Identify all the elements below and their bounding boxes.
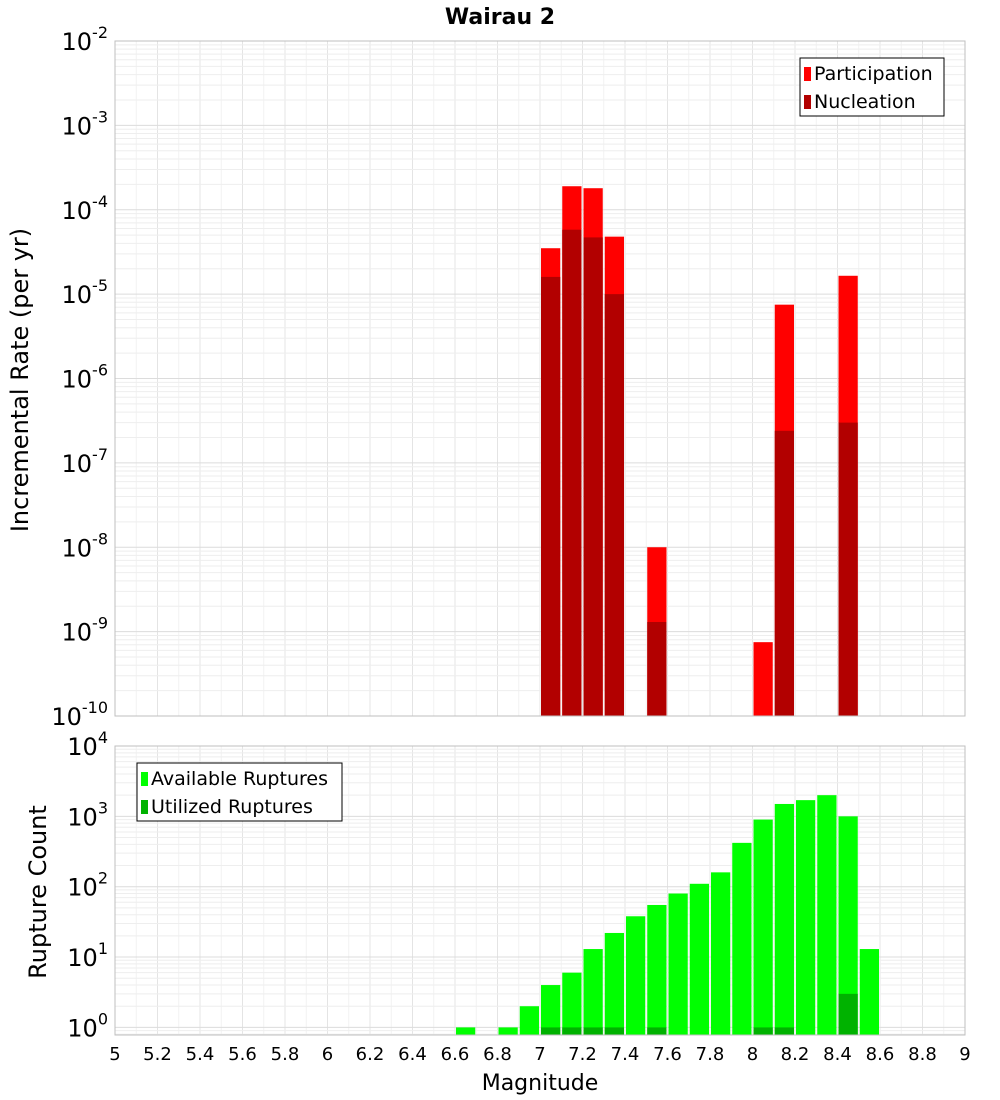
y-tick-label: 10-5 <box>62 276 109 309</box>
legend-swatch <box>804 95 811 109</box>
bar-available-ruptures <box>753 819 773 1035</box>
bar-available-ruptures <box>583 949 603 1035</box>
bar-available-ruptures <box>519 1006 539 1035</box>
legend-1: Available Ruptures Utilized Ruptures <box>136 762 343 822</box>
bar-nucleation <box>604 294 624 716</box>
bar-available-ruptures <box>711 872 731 1035</box>
y-tick-label: 101 <box>67 939 108 972</box>
bar-available-ruptures <box>541 985 561 1035</box>
bar-available-ruptures <box>647 904 667 1035</box>
bar-available-ruptures <box>498 1027 518 1035</box>
y-tick-label: 104 <box>67 728 108 761</box>
x-tick-label: 7.6 <box>653 1044 682 1065</box>
x-tick-label: 5 <box>109 1044 120 1065</box>
legend-label: Available Ruptures <box>151 768 328 790</box>
chart-title: Wairau 2 <box>445 5 555 30</box>
y-tick-label: 10-7 <box>62 445 109 478</box>
y-tick-label: 10-3 <box>62 107 109 140</box>
x-tick-label: 6.2 <box>356 1044 385 1065</box>
x-tick-label: 8 <box>747 1044 758 1065</box>
x-tick-label: 8.6 <box>866 1044 895 1065</box>
x-tick-label: 8.8 <box>908 1044 937 1065</box>
x-tick-label: 6.6 <box>441 1044 470 1065</box>
y-tick-label: 10-4 <box>62 192 109 225</box>
bar-utilized-ruptures <box>562 1027 582 1035</box>
y-tick-label: 103 <box>67 798 108 831</box>
bar-nucleation <box>541 276 561 716</box>
y-tick-label: 102 <box>67 869 108 902</box>
bar-available-ruptures <box>604 932 624 1035</box>
bar-available-ruptures <box>689 883 709 1035</box>
bar-available-ruptures <box>796 800 816 1035</box>
bar-utilized-ruptures <box>838 993 858 1035</box>
bar-available-ruptures <box>774 803 794 1035</box>
legend-box <box>136 762 343 822</box>
y-tick-label: 10-6 <box>62 361 109 394</box>
bar-available-ruptures <box>626 916 646 1035</box>
bar-available-ruptures <box>838 816 858 1035</box>
x-tick-label: 7 <box>534 1044 545 1065</box>
bar-utilized-ruptures <box>774 1027 794 1035</box>
bar-participation <box>753 642 773 716</box>
x-tick-label: 6.8 <box>483 1044 512 1065</box>
x-tick-label: 5.8 <box>271 1044 300 1065</box>
legend-label: Utilized Ruptures <box>151 796 313 818</box>
x-tick-label: 5.6 <box>228 1044 257 1065</box>
x-tick-label: 6.4 <box>398 1044 427 1065</box>
y-tick-label: 10-2 <box>62 23 109 56</box>
bar-utilized-ruptures <box>753 1027 773 1035</box>
legend-0: Participation Nucleation <box>799 57 945 117</box>
x-tick-label: 9 <box>959 1044 970 1065</box>
plot-frame-1 <box>114 745 966 1036</box>
legend-box <box>799 57 945 117</box>
x-tick-label: 8.4 <box>823 1044 852 1065</box>
bar-utilized-ruptures <box>583 1027 603 1035</box>
x-tick-label: 7.8 <box>696 1044 725 1065</box>
legend-swatch <box>141 772 148 786</box>
bar-utilized-ruptures <box>647 1027 667 1035</box>
bar-available-ruptures <box>817 795 837 1035</box>
y-tick-label: 100 <box>67 1009 108 1042</box>
x-axis-label: Magnitude <box>482 1071 599 1096</box>
top-y-axis-label: Incremental Rate (per yr) <box>6 228 34 532</box>
plot-frame-0 <box>114 40 966 717</box>
bar-available-ruptures <box>732 842 752 1035</box>
bar-available-ruptures <box>668 893 688 1035</box>
bar-nucleation <box>838 422 858 716</box>
bar-available-ruptures <box>456 1027 476 1035</box>
bar-nucleation <box>647 622 667 716</box>
bar-available-ruptures <box>859 949 879 1035</box>
legend-swatch <box>141 800 148 814</box>
y-tick-label: 10-9 <box>62 614 109 647</box>
x-tick-label: 5.2 <box>143 1044 172 1065</box>
bar-nucleation <box>774 430 794 716</box>
x-tick-label: 6 <box>322 1044 333 1065</box>
bar-nucleation <box>562 229 582 717</box>
legend-label: Participation <box>814 63 933 85</box>
bar-utilized-ruptures <box>541 1027 561 1035</box>
bar-nucleation <box>583 237 603 716</box>
x-tick-label: 7.4 <box>611 1044 640 1065</box>
y-tick-label: 10-8 <box>62 529 109 562</box>
legend-label: Nucleation <box>814 91 916 113</box>
x-tick-label: 7.2 <box>568 1044 597 1065</box>
legend-swatch <box>804 67 811 81</box>
bar-available-ruptures <box>562 972 582 1035</box>
bar-utilized-ruptures <box>604 1027 624 1035</box>
x-tick-label: 5.4 <box>186 1044 215 1065</box>
bottom-y-axis-label: Rupture Count <box>24 805 52 979</box>
x-tick-label: 8.2 <box>781 1044 810 1065</box>
y-tick-label: 10-10 <box>51 698 108 731</box>
